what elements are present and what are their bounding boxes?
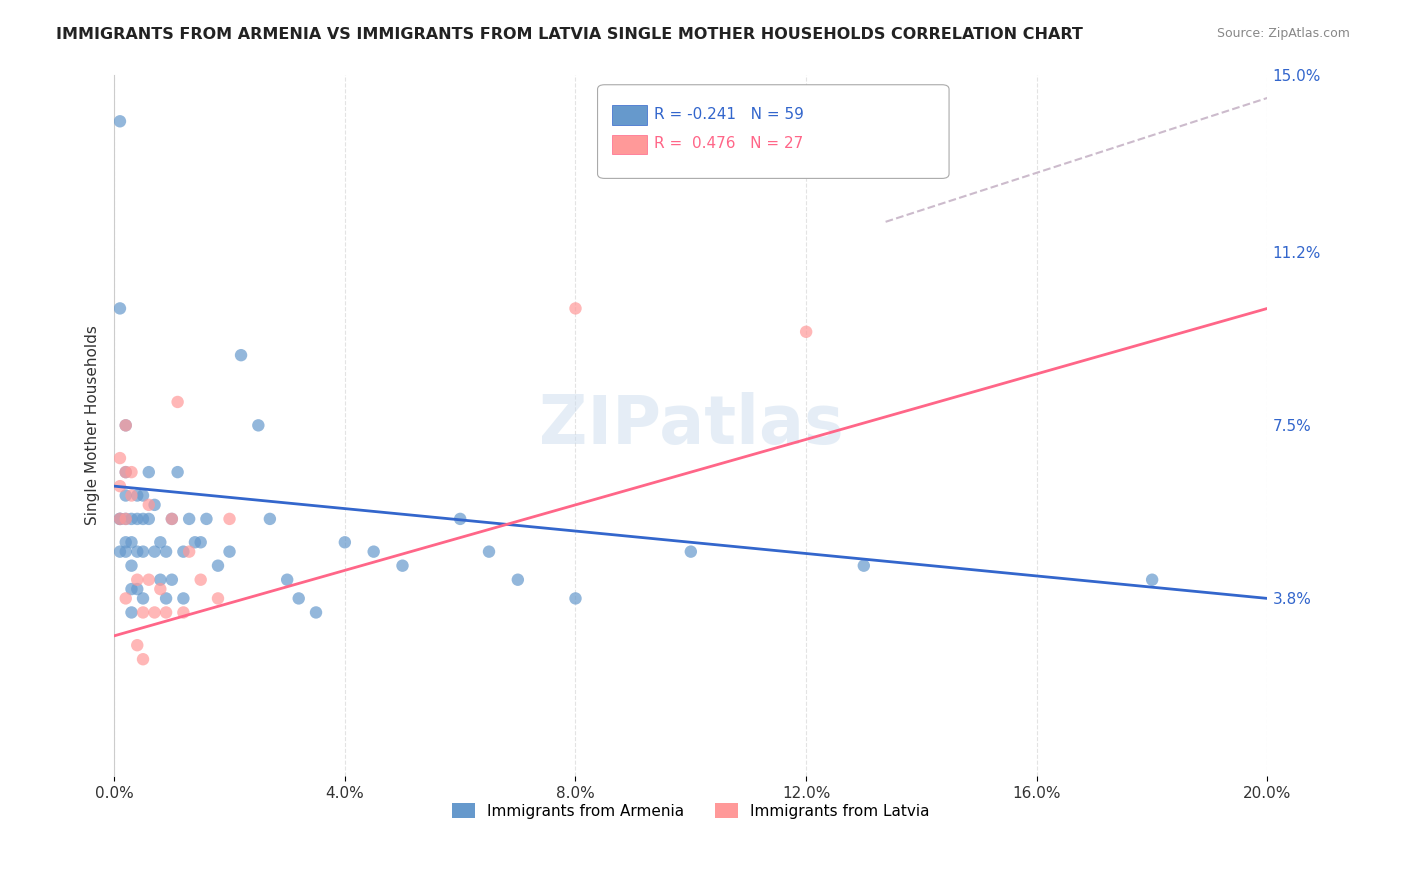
Immigrants from Armenia <box>143 498 166 512</box>
Immigrants from Armenia <box>114 544 136 558</box>
Text: Source: ZipAtlas.com: Source: ZipAtlas.com <box>1216 27 1350 40</box>
Immigrants from Armenia <box>449 512 471 526</box>
Immigrants from Armenia <box>160 512 183 526</box>
Immigrants from Latvia <box>218 512 240 526</box>
Immigrants from Armenia <box>190 535 212 549</box>
Immigrants from Armenia <box>363 544 385 558</box>
Immigrants from Armenia <box>108 544 131 558</box>
Immigrants from Armenia <box>506 573 529 587</box>
Immigrants from Latvia <box>160 512 183 526</box>
Immigrants from Latvia <box>114 418 136 433</box>
Immigrants from Latvia <box>108 512 131 526</box>
Immigrants from Armenia <box>179 512 201 526</box>
Text: R =  0.476   N = 27: R = 0.476 N = 27 <box>654 136 803 151</box>
Immigrants from Armenia <box>333 535 356 549</box>
Immigrants from Latvia <box>794 325 817 339</box>
Immigrants from Armenia <box>149 535 172 549</box>
Legend: Immigrants from Armenia, Immigrants from Latvia: Immigrants from Armenia, Immigrants from… <box>446 797 935 825</box>
Immigrants from Armenia <box>127 544 149 558</box>
Immigrants from Armenia <box>564 591 586 606</box>
Immigrants from Latvia <box>155 606 177 620</box>
Immigrants from Latvia <box>121 489 143 503</box>
Immigrants from Armenia <box>121 535 143 549</box>
Immigrants from Armenia <box>121 558 143 573</box>
Immigrants from Latvia <box>132 606 155 620</box>
Text: R = -0.241   N = 59: R = -0.241 N = 59 <box>654 107 804 121</box>
Immigrants from Armenia <box>852 558 875 573</box>
Immigrants from Armenia <box>305 606 328 620</box>
Immigrants from Armenia <box>114 489 136 503</box>
Text: IMMIGRANTS FROM ARMENIA VS IMMIGRANTS FROM LATVIA SINGLE MOTHER HOUSEHOLDS CORRE: IMMIGRANTS FROM ARMENIA VS IMMIGRANTS FR… <box>56 27 1083 42</box>
Immigrants from Latvia <box>108 451 131 466</box>
Immigrants from Armenia <box>166 465 188 479</box>
Immigrants from Latvia <box>190 573 212 587</box>
Immigrants from Armenia <box>160 573 183 587</box>
Immigrants from Armenia <box>127 582 149 596</box>
Immigrants from Latvia <box>121 465 143 479</box>
Immigrants from Armenia <box>132 489 155 503</box>
Immigrants from Armenia <box>391 558 413 573</box>
Immigrants from Armenia <box>218 544 240 558</box>
Immigrants from Latvia <box>132 652 155 666</box>
Immigrants from Armenia <box>155 591 177 606</box>
Immigrants from Armenia <box>172 544 194 558</box>
Immigrants from Latvia <box>114 512 136 526</box>
Immigrants from Armenia <box>172 591 194 606</box>
Immigrants from Armenia <box>287 591 309 606</box>
Immigrants from Armenia <box>114 535 136 549</box>
Immigrants from Armenia <box>229 348 252 362</box>
Immigrants from Armenia <box>259 512 281 526</box>
Immigrants from Latvia <box>207 591 229 606</box>
Immigrants from Armenia <box>121 582 143 596</box>
Immigrants from Armenia <box>132 512 155 526</box>
Immigrants from Armenia <box>114 465 136 479</box>
Immigrants from Armenia <box>138 465 160 479</box>
Immigrants from Armenia <box>127 489 149 503</box>
Immigrants from Latvia <box>127 573 149 587</box>
Immigrants from Armenia <box>127 512 149 526</box>
Y-axis label: Single Mother Households: Single Mother Households <box>86 326 100 525</box>
Immigrants from Armenia <box>108 301 131 316</box>
Immigrants from Armenia <box>1140 573 1163 587</box>
Immigrants from Armenia <box>149 573 172 587</box>
Immigrants from Latvia <box>179 544 201 558</box>
Immigrants from Latvia <box>127 638 149 652</box>
Immigrants from Armenia <box>276 573 298 587</box>
Immigrants from Armenia <box>132 544 155 558</box>
Immigrants from Armenia <box>114 418 136 433</box>
Text: ZIPatlas: ZIPatlas <box>538 392 844 458</box>
Immigrants from Latvia <box>172 606 194 620</box>
Immigrants from Armenia <box>207 558 229 573</box>
Immigrants from Armenia <box>121 606 143 620</box>
Immigrants from Latvia <box>114 591 136 606</box>
Immigrants from Latvia <box>166 395 188 409</box>
Immigrants from Latvia <box>108 479 131 493</box>
Immigrants from Armenia <box>143 544 166 558</box>
Immigrants from Armenia <box>121 512 143 526</box>
Immigrants from Armenia <box>184 535 207 549</box>
Immigrants from Armenia <box>138 512 160 526</box>
Immigrants from Armenia <box>679 544 702 558</box>
Immigrants from Armenia <box>114 512 136 526</box>
Immigrants from Latvia <box>138 573 160 587</box>
Immigrants from Armenia <box>478 544 501 558</box>
Immigrants from Armenia <box>108 114 131 128</box>
Immigrants from Armenia <box>247 418 270 433</box>
Immigrants from Armenia <box>132 591 155 606</box>
Immigrants from Armenia <box>108 512 131 526</box>
Immigrants from Latvia <box>564 301 586 316</box>
Immigrants from Latvia <box>149 582 172 596</box>
Immigrants from Latvia <box>143 606 166 620</box>
Immigrants from Armenia <box>195 512 218 526</box>
Immigrants from Latvia <box>114 465 136 479</box>
Immigrants from Armenia <box>155 544 177 558</box>
Immigrants from Latvia <box>138 498 160 512</box>
Immigrants from Armenia <box>108 512 131 526</box>
